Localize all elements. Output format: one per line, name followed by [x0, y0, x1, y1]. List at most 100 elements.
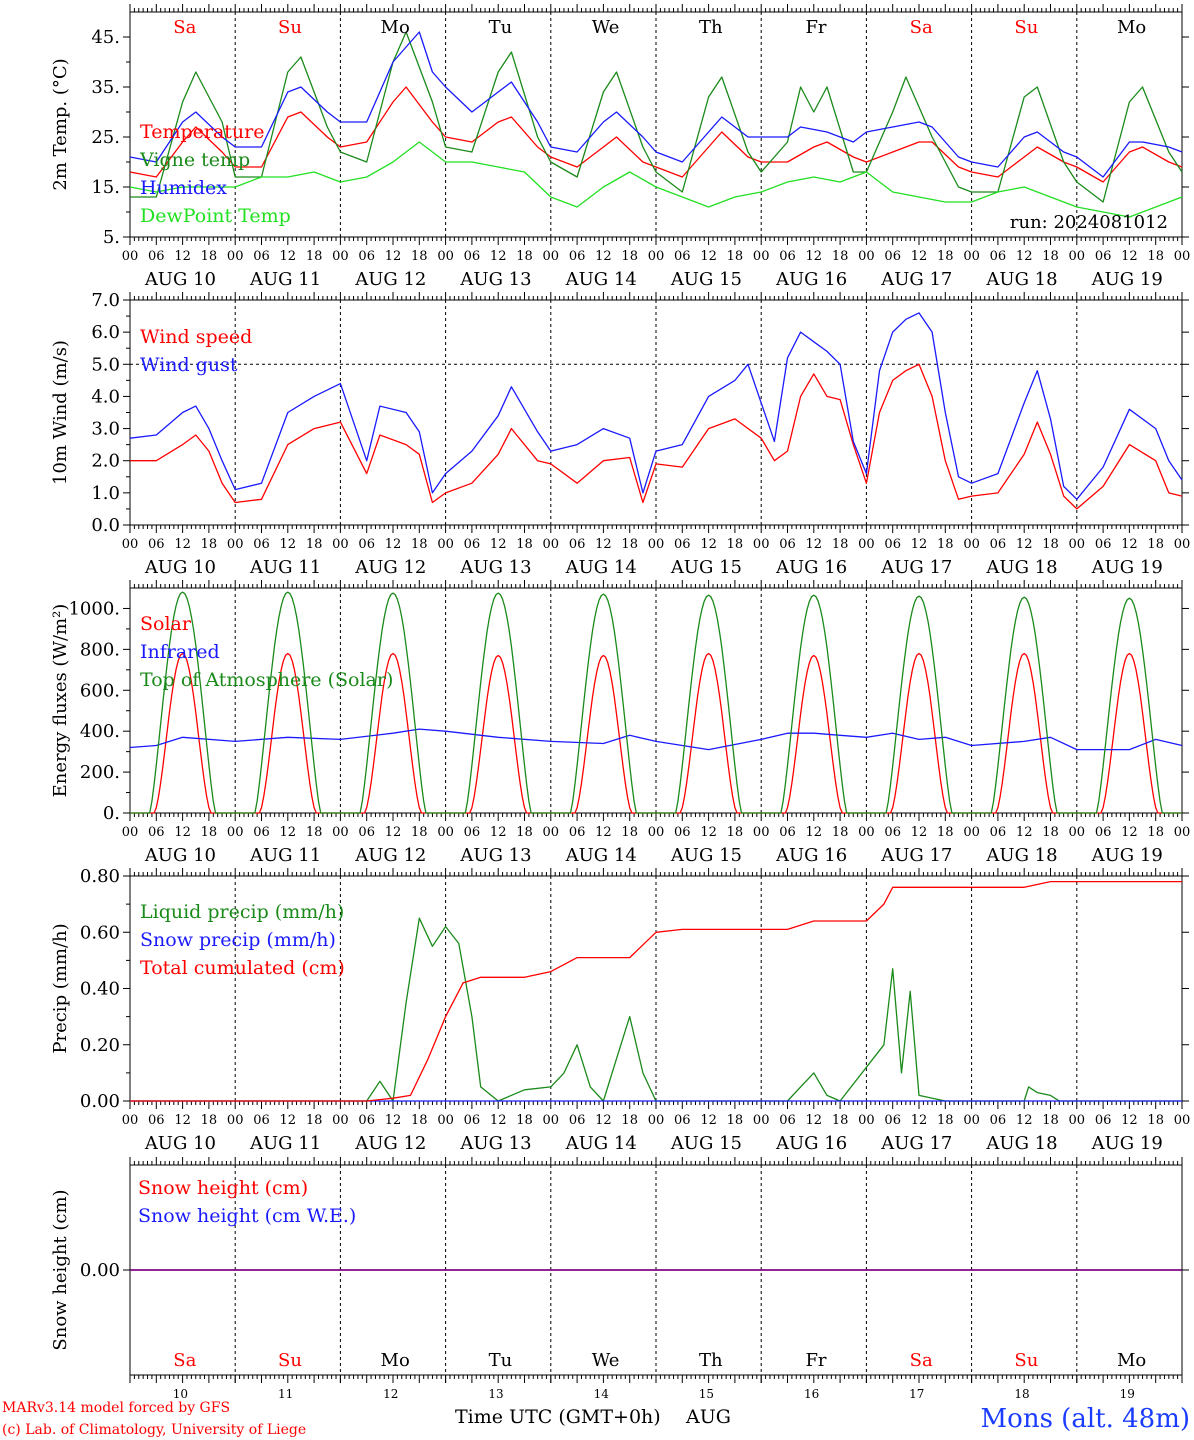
day-number: 17 — [909, 1387, 924, 1401]
x-hour-label: 06 — [1095, 249, 1112, 264]
day-abbr-bottom: Su — [1014, 1350, 1038, 1371]
x-date-label: AUG 12 — [354, 845, 426, 866]
x-hour-label: 18 — [832, 825, 849, 840]
x-hour-label: 00 — [858, 249, 875, 264]
x-hour-label: 18 — [832, 249, 849, 264]
x-date-label: AUG 14 — [565, 269, 637, 290]
x-hour-label: 18 — [621, 249, 638, 264]
x-hour-label: 06 — [1095, 537, 1112, 552]
x-date-label: AUG 18 — [985, 1133, 1057, 1154]
x-hour-label: 00 — [648, 1113, 665, 1128]
x-hour-label: 12 — [595, 249, 612, 264]
x-hour-label: 12 — [1016, 825, 1033, 840]
day-abbr-top: Mo — [1117, 17, 1146, 38]
x-hour-label: 18 — [516, 537, 533, 552]
x-date-label: AUG 15 — [670, 557, 742, 578]
day-abbr-top: Fr — [805, 17, 826, 38]
y-tick-label: 1000. — [68, 598, 120, 619]
x-hour-label: 06 — [674, 249, 691, 264]
x-hour-label: 00 — [543, 1113, 560, 1128]
x-hour-label: 00 — [753, 249, 770, 264]
day-abbr-top: Sa — [910, 17, 933, 38]
y-tick-label: 3.0 — [91, 419, 120, 440]
x-hour-label: 00 — [858, 825, 875, 840]
day-abbr-bottom: Sa — [910, 1350, 933, 1371]
y-tick-label: 0.40 — [80, 979, 120, 1000]
x-hour-label: 06 — [148, 825, 165, 840]
x-hour-label: 00 — [332, 1113, 349, 1128]
x-hour-label: 00 — [1069, 537, 1086, 552]
x-hour-label: 06 — [253, 249, 270, 264]
x-hour-label: 12 — [700, 1113, 717, 1128]
y-axis-label: Snow height (cm) — [50, 1189, 71, 1350]
legend-entry: DewPoint Temp — [140, 205, 291, 227]
x-hour-label: 18 — [201, 537, 218, 552]
legend-entry: Humidex — [140, 177, 227, 199]
x-hour-label: 12 — [1016, 537, 1033, 552]
x-hour-label: 18 — [1147, 825, 1164, 840]
x-date-label: AUG 11 — [249, 269, 321, 290]
x-date-label: AUG 12 — [354, 1133, 426, 1154]
x-hour-label: 06 — [464, 537, 481, 552]
x-hour-label: 06 — [884, 825, 901, 840]
x-axis-month: AUG — [685, 1406, 731, 1428]
x-hour-label: 00 — [963, 825, 980, 840]
x-hour-label: 00 — [227, 537, 244, 552]
series-line-top-of-atmosphere-solar- — [130, 591, 1182, 814]
y-axis-label: Energy fluxes (W/m²) — [50, 604, 71, 798]
x-hour-label: 06 — [569, 1113, 586, 1128]
day-number: 12 — [383, 1387, 398, 1401]
x-hour-label: 18 — [727, 825, 744, 840]
x-hour-label: 12 — [490, 249, 507, 264]
day-abbr-top: Tu — [489, 17, 513, 38]
x-hour-label: 00 — [858, 1113, 875, 1128]
day-abbr-bottom: Mo — [1117, 1350, 1146, 1371]
legend-entry: Vigne temp — [139, 149, 250, 171]
x-hour-label: 06 — [148, 537, 165, 552]
x-hour-label: 12 — [490, 537, 507, 552]
x-hour-label: 18 — [516, 249, 533, 264]
x-hour-label: 06 — [253, 1113, 270, 1128]
y-tick-label: 15. — [91, 177, 120, 198]
day-abbr-bottom: We — [592, 1350, 620, 1371]
x-hour-label: 06 — [779, 825, 796, 840]
y-tick-label: 2.0 — [91, 451, 120, 472]
x-hour-label: 06 — [990, 249, 1007, 264]
legend-entry: Wind speed — [140, 326, 252, 348]
x-date-label: AUG 14 — [565, 1133, 637, 1154]
x-date-label: AUG 19 — [1091, 557, 1163, 578]
x-date-label: AUG 19 — [1091, 1133, 1163, 1154]
x-date-label: AUG 14 — [565, 845, 637, 866]
x-hour-label: 18 — [727, 249, 744, 264]
x-hour-label: 18 — [306, 249, 323, 264]
series-line-dewpoint-temp — [129, 141, 1183, 218]
y-tick-label: 25. — [91, 127, 120, 148]
footer-credit: (c) Lab. of Climatology, University of L… — [2, 1422, 306, 1438]
legend-entry: Total cumulated (cm) — [140, 957, 345, 979]
y-tick-label: 600. — [80, 680, 120, 701]
series-line-temperature — [129, 86, 1183, 183]
y-tick-label: 0.80 — [80, 866, 120, 887]
x-hour-label: 12 — [385, 249, 402, 264]
x-hour-label: 18 — [1042, 1113, 1059, 1128]
y-tick-label: 0.60 — [80, 922, 120, 943]
x-hour-label: 12 — [174, 1113, 191, 1128]
day-number: 10 — [173, 1387, 188, 1401]
x-hour-label: 12 — [911, 249, 928, 264]
x-hour-label: 12 — [911, 537, 928, 552]
legend-entry: Solar — [140, 613, 192, 635]
x-hour-label: 12 — [1016, 249, 1033, 264]
x-date-label: AUG 16 — [775, 845, 847, 866]
x-hour-label: 12 — [174, 825, 191, 840]
x-hour-label: 06 — [148, 1113, 165, 1128]
panel-frame-3 — [129, 587, 1183, 814]
x-date-label: AUG 10 — [144, 845, 216, 866]
x-date-label: AUG 13 — [459, 1133, 531, 1154]
x-date-label: AUG 15 — [670, 269, 742, 290]
y-axis-label: Precip (mm/h) — [50, 923, 71, 1053]
y-tick-label: 400. — [80, 721, 120, 742]
x-date-label: AUG 16 — [775, 269, 847, 290]
y-axis-label: 2m Temp. (°C) — [50, 58, 71, 190]
x-hour-label: 06 — [358, 249, 375, 264]
x-hour-label: 12 — [280, 537, 297, 552]
